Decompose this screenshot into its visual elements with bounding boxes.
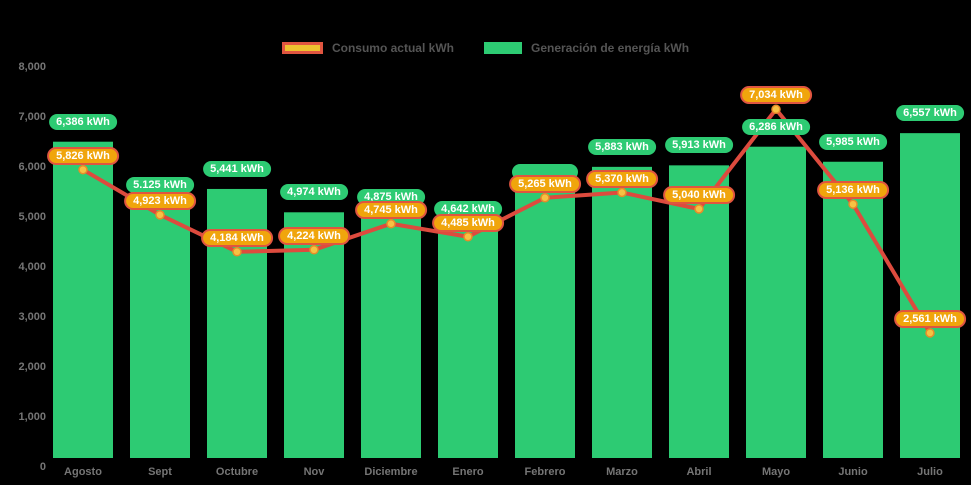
generacion-swatch-icon [483, 42, 522, 54]
bar-diciembre[interactable] [361, 217, 421, 458]
bar-abril[interactable] [669, 165, 729, 458]
line-marker-agosto[interactable] [78, 164, 88, 175]
line-marker-julio[interactable] [925, 328, 935, 338]
x-axis-label-julio: Julio [917, 466, 943, 478]
consumption-label-pill: 5,040 kWh [663, 186, 735, 204]
y-axis-tick: 3,000 [18, 311, 46, 323]
y-axis-tick: 5,000 [18, 211, 46, 223]
x-axis-label-sept: Sept [148, 466, 172, 478]
chart-legend: Consumo actual kWh Generación de energía… [0, 41, 971, 55]
generation-label-pill: 5,985 kWh [819, 133, 887, 150]
consumption-label-pill: 4,745 kWh [355, 200, 427, 219]
x-axis-label-octubre: Octubre [215, 466, 259, 478]
generation-label-pill: 5,913 kWh [665, 137, 733, 154]
line-marker-abril[interactable] [694, 204, 704, 214]
generation-label-pill: 4,974 kWh [280, 184, 348, 201]
generation-label-pill: 4,642 kWh [434, 200, 502, 217]
bar-julio[interactable] [900, 133, 960, 458]
x-axis-label-agosto: Agosto [64, 466, 102, 478]
bar-agosto[interactable] [53, 141, 113, 458]
line-marker-octubre[interactable] [232, 247, 242, 257]
consumption-label-pill: 2,561 kWh [894, 309, 966, 328]
x-axis-label-abril: Abril [686, 466, 712, 478]
y-axis-tick: 1,000 [18, 411, 46, 423]
consumption-label-pill: 5,136 kWh [817, 181, 889, 200]
x-axis-label-junio: Junio [838, 466, 868, 478]
legend-label-generacion: Generación de energía kWh [530, 41, 690, 55]
line-marker-nov[interactable] [309, 245, 319, 255]
consumption-label-pill: 4,184 kWh [201, 228, 273, 247]
y-axis-tick: 0 [39, 461, 46, 473]
bar-enero[interactable] [438, 228, 498, 458]
x-axis-label-enero: Enero [452, 466, 484, 478]
consumption-label-pill: 5,370 kWh [586, 169, 658, 188]
bar-junio[interactable] [823, 161, 883, 458]
generation-label-pill: 5,441 kWh [203, 160, 271, 177]
line-marker-mayo[interactable] [771, 104, 781, 115]
generation-label-pill: 6,386 kWh [49, 113, 117, 130]
line-marker-diciembre[interactable] [386, 219, 396, 229]
consumption-label-pill: 4,224 kWh [278, 226, 350, 245]
bar-sept[interactable] [130, 204, 190, 458]
line-marker-marzo[interactable] [617, 187, 627, 198]
y-axis-tick: 2,000 [18, 361, 46, 373]
generation-label-pill: 5.125 kWh [126, 176, 194, 193]
consumption-label-pill: 5,826 kWh [47, 146, 119, 165]
legend-label-consumo: Consumo actual kWh [331, 41, 454, 55]
x-axis-label-marzo: Marzo [606, 466, 638, 478]
bar-marzo[interactable] [592, 166, 652, 458]
x-axis-label-febrero: Febrero [524, 466, 566, 478]
line-marker-febrero[interactable] [540, 193, 550, 203]
consumption-label-pill: 5,265 kWh [509, 174, 581, 193]
bar-febrero[interactable] [515, 192, 575, 458]
x-axis-label-diciembre: Diciembre [364, 466, 418, 478]
legend-item-generacion[interactable]: Generación de energía kWh [483, 41, 690, 55]
bar-mayo[interactable] [746, 146, 806, 458]
line-marker-junio[interactable] [848, 199, 858, 209]
generation-label-pill: 5,883 kWh [588, 138, 656, 155]
y-axis-tick: 8,000 [18, 61, 46, 73]
y-axis-tick: 7,000 [18, 111, 46, 123]
legend-item-consumo[interactable]: Consumo actual kWh [281, 41, 454, 55]
consumption-label-pill: 4,923 kWh [124, 191, 196, 210]
consumption-label-pill: 7,034 kWh [740, 86, 812, 105]
generation-label-pill: 6,557 kWh [896, 105, 964, 122]
consumption-label-pill: 4,485 kWh [432, 213, 504, 232]
consumo-swatch-icon [281, 42, 323, 54]
y-axis-tick: 4,000 [18, 261, 46, 273]
y-axis-tick: 6,000 [18, 161, 46, 173]
line-marker-enero[interactable] [463, 232, 473, 242]
line-marker-sept[interactable] [155, 210, 165, 220]
x-axis-label-mayo: Mayo [761, 466, 791, 478]
x-axis-label-nov: Nov [303, 466, 325, 478]
generation-label-pill: 6,286 kWh [742, 118, 810, 135]
